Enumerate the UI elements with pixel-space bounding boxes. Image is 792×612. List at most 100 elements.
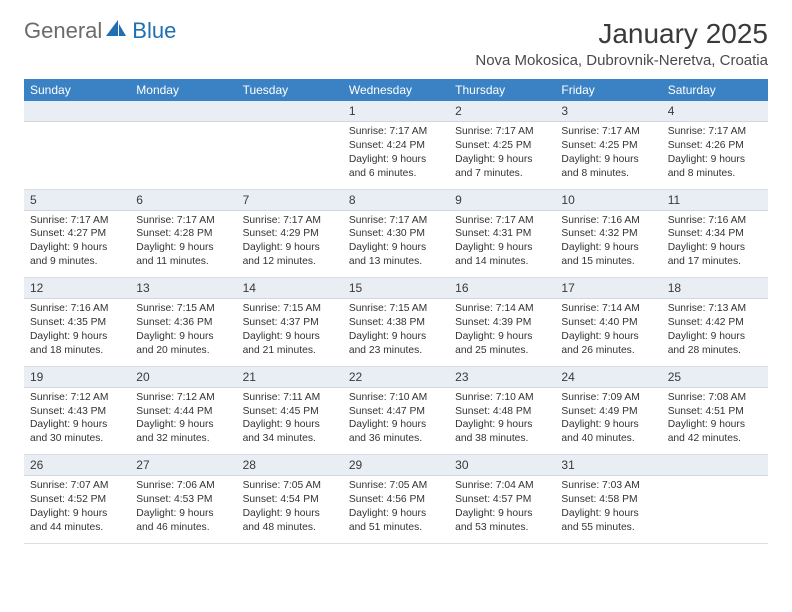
sunset-text: Sunset: 4:56 PM [349,493,443,507]
weekday-saturday: Saturday [662,79,768,101]
detail-cell [662,476,768,543]
sunset-text: Sunset: 4:38 PM [349,316,443,330]
detail-cell: Sunrise: 7:15 AMSunset: 4:36 PMDaylight:… [130,299,236,366]
detail-cell [130,122,236,189]
daylight-line2: and 25 minutes. [455,344,549,358]
sunrise-text: Sunrise: 7:15 AM [243,302,337,316]
sunset-text: Sunset: 4:52 PM [30,493,124,507]
daylight-line2: and 34 minutes. [243,432,337,446]
daylight-line1: Daylight: 9 hours [349,241,443,255]
sunrise-text: Sunrise: 7:17 AM [30,214,124,228]
daynum-cell: 29 [343,455,449,475]
daylight-line1: Daylight: 9 hours [455,330,549,344]
detail-cell: Sunrise: 7:10 AMSunset: 4:48 PMDaylight:… [449,388,555,455]
sunset-text: Sunset: 4:28 PM [136,227,230,241]
detail-cell: Sunrise: 7:17 AMSunset: 4:28 PMDaylight:… [130,211,236,278]
daylight-line2: and 8 minutes. [668,167,762,181]
sunset-text: Sunset: 4:24 PM [349,139,443,153]
daynum-cell: 20 [130,367,236,387]
daylight-line1: Daylight: 9 hours [561,507,655,521]
detail-cell [24,122,130,189]
daylight-line2: and 18 minutes. [30,344,124,358]
daylight-line2: and 11 minutes. [136,255,230,269]
week-0-details: Sunrise: 7:17 AMSunset: 4:24 PMDaylight:… [24,122,768,190]
sunset-text: Sunset: 4:54 PM [243,493,337,507]
detail-cell: Sunrise: 7:05 AMSunset: 4:56 PMDaylight:… [343,476,449,543]
daylight-line2: and 13 minutes. [349,255,443,269]
sunrise-text: Sunrise: 7:08 AM [668,391,762,405]
daynum-cell: 17 [555,278,661,298]
daylight-line2: and 38 minutes. [455,432,549,446]
daynum-cell: 16 [449,278,555,298]
weekday-tuesday: Tuesday [237,79,343,101]
daylight-line1: Daylight: 9 hours [243,330,337,344]
sunrise-text: Sunrise: 7:05 AM [243,479,337,493]
sunset-text: Sunset: 4:25 PM [455,139,549,153]
sunrise-text: Sunrise: 7:12 AM [136,391,230,405]
daynum-cell: 7 [237,190,343,210]
sunset-text: Sunset: 4:31 PM [455,227,549,241]
detail-cell: Sunrise: 7:17 AMSunset: 4:26 PMDaylight:… [662,122,768,189]
detail-cell: Sunrise: 7:15 AMSunset: 4:37 PMDaylight:… [237,299,343,366]
detail-cell: Sunrise: 7:12 AMSunset: 4:44 PMDaylight:… [130,388,236,455]
calendar-grid: SundayMondayTuesdayWednesdayThursdayFrid… [24,79,768,544]
daynum-cell: 30 [449,455,555,475]
sunrise-text: Sunrise: 7:10 AM [349,391,443,405]
daylight-line2: and 42 minutes. [668,432,762,446]
detail-cell: Sunrise: 7:08 AMSunset: 4:51 PMDaylight:… [662,388,768,455]
weekday-sunday: Sunday [24,79,130,101]
sunset-text: Sunset: 4:44 PM [136,405,230,419]
daynum-cell: 19 [24,367,130,387]
detail-cell: Sunrise: 7:12 AMSunset: 4:43 PMDaylight:… [24,388,130,455]
daylight-line2: and 36 minutes. [349,432,443,446]
daynum-cell [662,455,768,475]
daynum-cell: 4 [662,101,768,121]
sunrise-text: Sunrise: 7:15 AM [136,302,230,316]
sunrise-text: Sunrise: 7:14 AM [561,302,655,316]
daylight-line2: and 55 minutes. [561,521,655,535]
detail-cell: Sunrise: 7:10 AMSunset: 4:47 PMDaylight:… [343,388,449,455]
sunrise-text: Sunrise: 7:11 AM [243,391,337,405]
detail-cell: Sunrise: 7:07 AMSunset: 4:52 PMDaylight:… [24,476,130,543]
daynum-cell [130,101,236,121]
sunrise-text: Sunrise: 7:14 AM [455,302,549,316]
sunset-text: Sunset: 4:40 PM [561,316,655,330]
detail-cell: Sunrise: 7:03 AMSunset: 4:58 PMDaylight:… [555,476,661,543]
detail-cell: Sunrise: 7:16 AMSunset: 4:34 PMDaylight:… [662,211,768,278]
detail-cell [237,122,343,189]
daylight-line1: Daylight: 9 hours [136,507,230,521]
daylight-line1: Daylight: 9 hours [668,330,762,344]
weekday-thursday: Thursday [449,79,555,101]
daynum-cell: 5 [24,190,130,210]
month-title: January 2025 [475,18,768,50]
daylight-line1: Daylight: 9 hours [455,418,549,432]
detail-cell: Sunrise: 7:17 AMSunset: 4:24 PMDaylight:… [343,122,449,189]
sunrise-text: Sunrise: 7:12 AM [30,391,124,405]
brand-word1: General [24,18,102,44]
daylight-line1: Daylight: 9 hours [455,507,549,521]
daylight-line1: Daylight: 9 hours [136,418,230,432]
sunset-text: Sunset: 4:30 PM [349,227,443,241]
daylight-line2: and 20 minutes. [136,344,230,358]
detail-cell: Sunrise: 7:17 AMSunset: 4:30 PMDaylight:… [343,211,449,278]
daylight-line2: and 40 minutes. [561,432,655,446]
daynum-cell: 28 [237,455,343,475]
sunset-text: Sunset: 4:49 PM [561,405,655,419]
detail-cell: Sunrise: 7:16 AMSunset: 4:35 PMDaylight:… [24,299,130,366]
daylight-line2: and 46 minutes. [136,521,230,535]
daylight-line2: and 44 minutes. [30,521,124,535]
daynum-cell: 12 [24,278,130,298]
calendar-page: General Blue January 2025 Nova Mokosica,… [0,0,792,544]
daynum-cell: 11 [662,190,768,210]
daynum-cell: 26 [24,455,130,475]
detail-cell: Sunrise: 7:05 AMSunset: 4:54 PMDaylight:… [237,476,343,543]
daynum-cell: 23 [449,367,555,387]
daynum-cell: 25 [662,367,768,387]
daylight-line1: Daylight: 9 hours [561,330,655,344]
weekday-header-row: SundayMondayTuesdayWednesdayThursdayFrid… [24,79,768,101]
sunrise-text: Sunrise: 7:17 AM [349,214,443,228]
daynum-cell: 3 [555,101,661,121]
sunset-text: Sunset: 4:29 PM [243,227,337,241]
sunrise-text: Sunrise: 7:09 AM [561,391,655,405]
daynum-cell: 27 [130,455,236,475]
